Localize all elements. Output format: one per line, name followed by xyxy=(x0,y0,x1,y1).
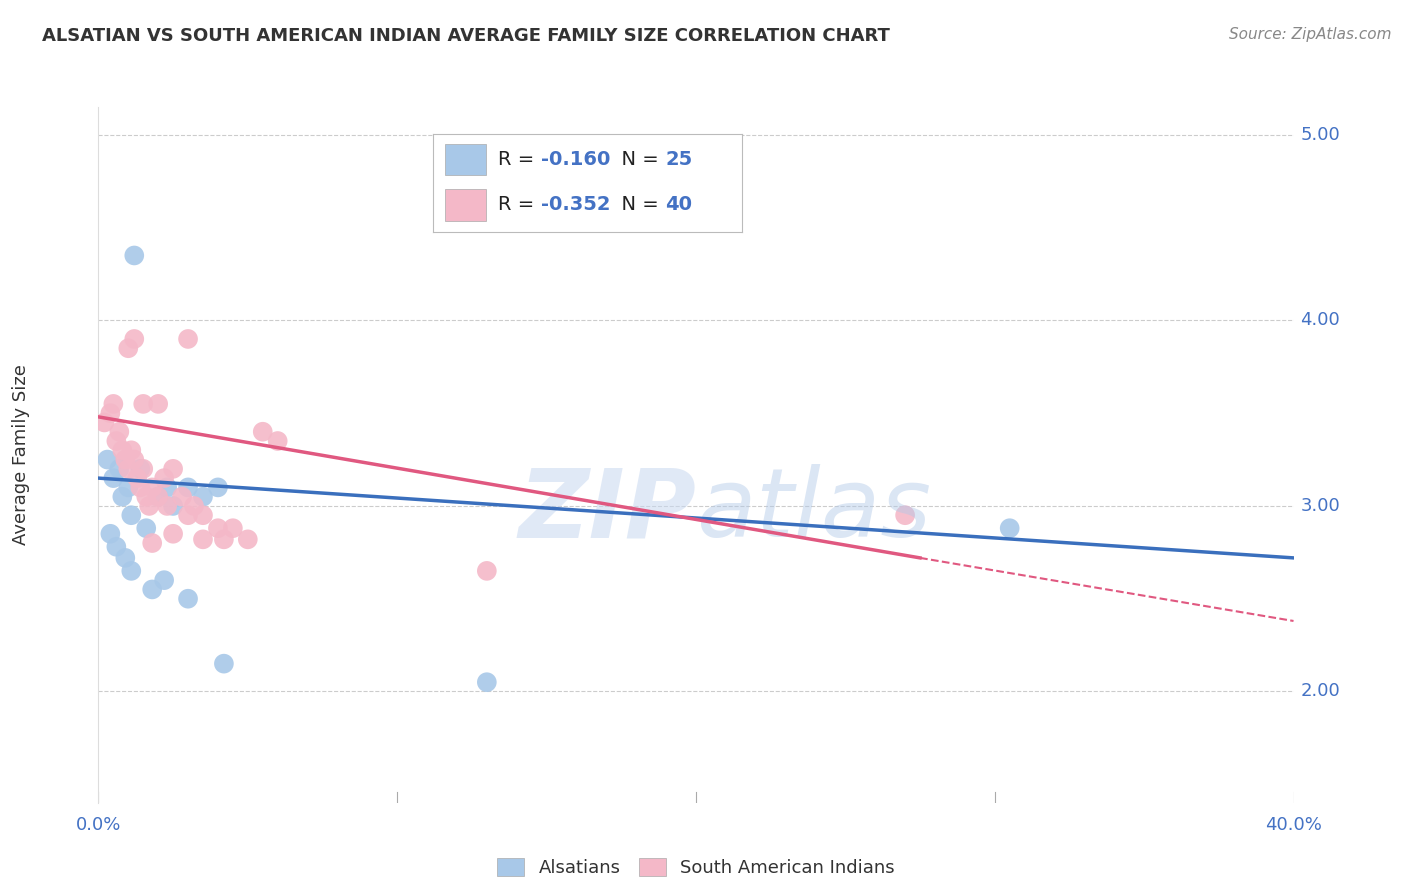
Point xyxy=(148,490,170,504)
Text: 3.00: 3.00 xyxy=(1301,497,1340,515)
Point xyxy=(207,521,229,535)
Point xyxy=(127,471,149,485)
Point xyxy=(103,471,125,485)
Point xyxy=(222,521,245,535)
Point xyxy=(124,332,146,346)
Point xyxy=(141,582,163,597)
Text: 40: 40 xyxy=(665,195,692,214)
Point xyxy=(236,533,259,547)
Text: 0.0%: 0.0% xyxy=(76,816,121,834)
Point xyxy=(177,480,200,494)
Text: 2.00: 2.00 xyxy=(1301,682,1340,700)
Point xyxy=(998,521,1021,535)
Point xyxy=(135,490,157,504)
Point xyxy=(120,508,142,523)
Point xyxy=(148,490,170,504)
Point xyxy=(124,452,146,467)
Point xyxy=(156,480,179,494)
Point xyxy=(120,564,142,578)
Point xyxy=(207,480,229,494)
Point xyxy=(267,434,290,448)
Point xyxy=(191,533,214,547)
Text: 5.00: 5.00 xyxy=(1301,126,1340,144)
Point xyxy=(148,397,170,411)
Point xyxy=(141,536,163,550)
Point xyxy=(162,462,184,476)
Point xyxy=(105,540,128,554)
Point xyxy=(894,508,917,523)
Point xyxy=(129,480,152,494)
Point xyxy=(212,533,235,547)
Legend: Alsatians, South American Indians: Alsatians, South American Indians xyxy=(489,850,903,884)
Point xyxy=(177,508,200,523)
Point xyxy=(141,480,163,494)
Text: N =: N = xyxy=(609,195,665,214)
Point xyxy=(156,499,179,513)
Point xyxy=(114,550,136,565)
Text: -0.352: -0.352 xyxy=(541,195,610,214)
Bar xyxy=(446,144,485,176)
Point xyxy=(111,443,134,458)
Text: 4.00: 4.00 xyxy=(1301,311,1340,329)
Point xyxy=(212,657,235,671)
Bar xyxy=(446,189,485,220)
Point xyxy=(153,471,176,485)
Point xyxy=(117,341,139,355)
Text: 25: 25 xyxy=(665,150,692,169)
Point xyxy=(117,462,139,476)
Point xyxy=(135,521,157,535)
Point xyxy=(96,452,118,467)
Point xyxy=(177,332,200,346)
Text: 40.0%: 40.0% xyxy=(1265,816,1322,834)
Point xyxy=(98,526,122,541)
Point xyxy=(114,452,136,467)
Text: -0.160: -0.160 xyxy=(541,150,610,169)
Point xyxy=(183,499,205,513)
Point xyxy=(132,397,155,411)
Text: R =: R = xyxy=(498,150,540,169)
Point xyxy=(475,675,498,690)
Text: ZIP: ZIP xyxy=(517,464,696,558)
Point xyxy=(191,508,214,523)
Point xyxy=(177,591,200,606)
Point xyxy=(132,462,155,476)
Text: ALSATIAN VS SOUTH AMERICAN INDIAN AVERAGE FAMILY SIZE CORRELATION CHART: ALSATIAN VS SOUTH AMERICAN INDIAN AVERAG… xyxy=(42,27,890,45)
Point xyxy=(172,490,194,504)
Point xyxy=(93,416,115,430)
Text: Average Family Size: Average Family Size xyxy=(13,365,30,545)
Point xyxy=(103,397,125,411)
Point xyxy=(108,425,131,439)
Point xyxy=(108,462,131,476)
Point xyxy=(117,480,139,494)
Point xyxy=(98,406,122,420)
Point xyxy=(475,564,498,578)
Point xyxy=(252,425,274,439)
Point xyxy=(153,573,176,587)
Point xyxy=(124,248,146,262)
Text: R =: R = xyxy=(498,195,540,214)
Text: atlas: atlas xyxy=(696,464,931,558)
Point xyxy=(129,462,152,476)
Point xyxy=(138,499,160,513)
Point xyxy=(120,443,142,458)
Point xyxy=(162,526,184,541)
Text: Source: ZipAtlas.com: Source: ZipAtlas.com xyxy=(1229,27,1392,42)
Point xyxy=(111,490,134,504)
Point xyxy=(191,490,214,504)
Point xyxy=(162,499,184,513)
Text: N =: N = xyxy=(609,150,665,169)
Point xyxy=(105,434,128,448)
